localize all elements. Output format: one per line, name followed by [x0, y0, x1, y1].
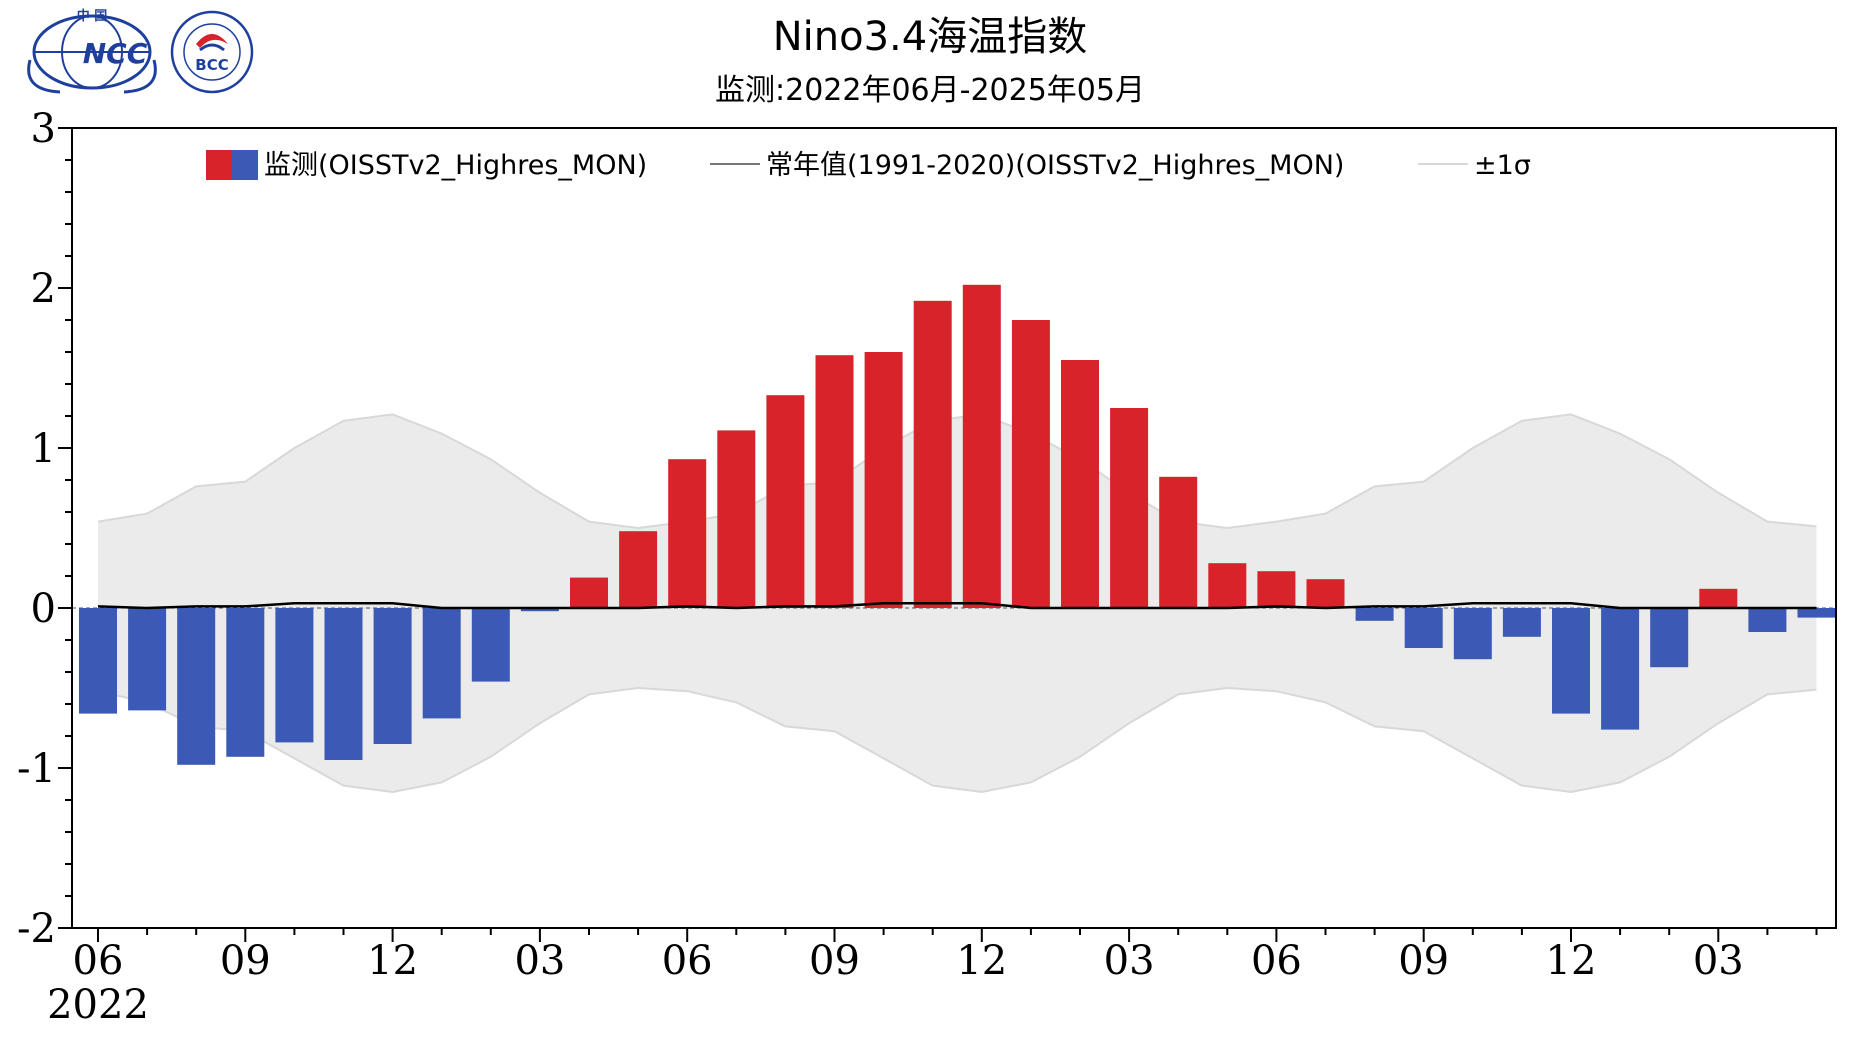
bar-2024-07 [1306, 579, 1345, 608]
bar-2023-06 [668, 459, 707, 608]
x-year-label: 2022 [47, 982, 149, 1028]
x-tick-label: 09 [1398, 938, 1449, 984]
sigma-upper-line [97, 413, 1817, 530]
x-tick-label: 09 [220, 938, 271, 984]
legend-sigma-label: ±1σ [1474, 150, 1531, 181]
bar-2024-10 [1453, 608, 1492, 660]
y-tick-label: 1 [31, 426, 56, 472]
bar-2024-05 [1208, 563, 1247, 608]
y-tick-label: 2 [31, 266, 56, 312]
bar-2022-06 [79, 608, 117, 714]
bar-2023-12 [962, 284, 1001, 608]
x-tick-label: 12 [956, 938, 1007, 984]
bcc-main-text: BCC [195, 56, 228, 74]
legend: 监测(OISSTv2_Highres_MON) 常年值(1991-2020)(OI… [206, 150, 1531, 181]
y-tick-label: 0 [31, 586, 56, 632]
bar-2023-02 [471, 608, 510, 682]
bar-2025-05 [1797, 608, 1836, 618]
legend-obs-swatch-blue [232, 150, 258, 180]
chart-title: Nino3.4海温指数 [773, 14, 1087, 60]
bar-2022-07 [128, 608, 167, 711]
ncc-main-text: NCC [83, 37, 148, 70]
bar-2025-03 [1699, 588, 1738, 608]
sigma-lower-line [97, 686, 1817, 794]
bar-2022-12 [373, 608, 412, 744]
bar-2025-01 [1601, 608, 1640, 730]
ncc-logo: 中 国 NCC [27, 8, 157, 94]
plot-frame [71, 127, 1837, 929]
bar-2023-05 [619, 531, 658, 608]
x-tick-label: 03 [514, 938, 565, 984]
bar-2023-10 [864, 352, 903, 608]
bar-2024-01 [1011, 320, 1050, 608]
bcc-logo: BCC [170, 10, 254, 94]
ncc-laurel [27, 59, 157, 94]
y-tick-label: -2 [17, 906, 56, 952]
bar-2023-03 [520, 608, 559, 612]
bar-2024-06 [1257, 571, 1296, 608]
y-tick-label: -1 [17, 746, 56, 792]
bcc-swirl-blue [199, 43, 225, 52]
bar-2025-04 [1748, 608, 1787, 632]
ncc-top-text: 中 国 [77, 8, 108, 24]
bcc-swirl [196, 34, 228, 48]
bcc-inner-ring [183, 23, 241, 81]
bar-2023-07 [717, 430, 756, 608]
bar-2022-08 [177, 608, 216, 765]
x-tick-label: 06 [662, 938, 713, 984]
x-tick-label: 03 [1693, 938, 1744, 984]
bar-2024-09 [1404, 608, 1443, 648]
bar-2023-09 [815, 355, 854, 608]
climatology-line [97, 601, 1817, 610]
legend-obs-label: 监测(OISSTv2_Highres_MON) [264, 150, 647, 181]
bars-layer [79, 284, 1836, 765]
y-tick-label: 3 [31, 106, 56, 152]
bar-2022-10 [275, 608, 314, 743]
bar-2024-03 [1110, 408, 1149, 608]
bar-2023-04 [570, 577, 608, 608]
bar-2024-04 [1159, 476, 1198, 608]
bcc-outer-ring [170, 10, 254, 94]
bar-2022-09 [226, 608, 265, 757]
bar-2022-11 [324, 608, 363, 760]
bar-2025-02 [1650, 608, 1689, 668]
x-tick-label: 12 [367, 938, 418, 984]
bar-2023-08 [766, 395, 805, 608]
climatology-line-layer [97, 601, 1817, 610]
legend-obs-swatch-red [206, 150, 232, 180]
x-tick-label: 06 [1251, 938, 1302, 984]
bar-2024-02 [1061, 360, 1099, 608]
x-tick-label: 03 [1104, 938, 1155, 984]
x-tick-label: 09 [809, 938, 860, 984]
bar-2024-08 [1355, 608, 1394, 621]
bar-2024-12 [1552, 608, 1590, 714]
bar-2023-01 [422, 608, 461, 719]
bar-2024-11 [1502, 608, 1541, 637]
legend-clim-label: 常年值(1991-2020)(OISSTv2_Highres_MON) [766, 150, 1344, 181]
x-tick-label: 12 [1546, 938, 1597, 984]
chart-subtitle: 监测:2022年06月-2025年05月 [715, 73, 1145, 108]
bar-2023-11 [913, 300, 952, 608]
x-tick-label: 06 [73, 938, 124, 984]
